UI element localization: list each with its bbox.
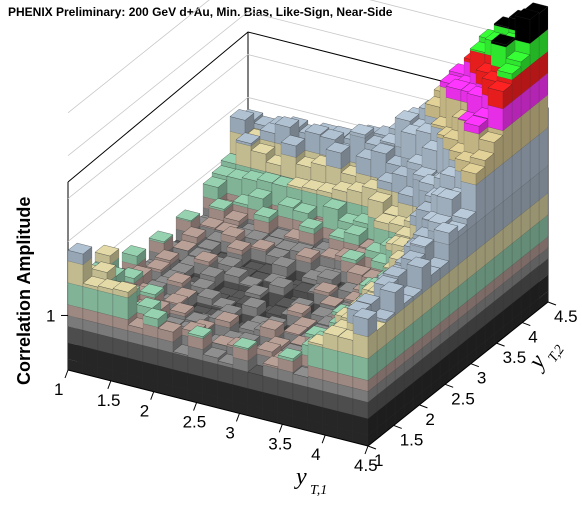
- lego-bar: [112, 281, 138, 386]
- y-tick-label: 3.5: [503, 348, 527, 367]
- x-tick-mark: [193, 402, 198, 411]
- y-tick-label: 1: [374, 451, 383, 470]
- y-tick-mark: [496, 342, 505, 347]
- x-tick-label: 4.5: [354, 456, 378, 475]
- y-tick-mark: [522, 322, 531, 327]
- x-tick-label: 3.5: [268, 434, 292, 453]
- x-tick-label: 1: [54, 380, 63, 399]
- x-tick-mark: [150, 391, 155, 400]
- x-axis-label-main: y: [294, 464, 307, 490]
- x-tick-mark: [235, 413, 240, 422]
- x-axis-label: y T,1: [294, 464, 327, 498]
- grid-line: [67, 0, 549, 114]
- x-tick-mark: [364, 445, 369, 455]
- y-tick-mark: [470, 363, 480, 368]
- y-tick-mark: [367, 445, 377, 450]
- z-tick-label: 1: [46, 306, 55, 325]
- y-tick-mark: [419, 404, 428, 409]
- x-tick-label: 1.5: [97, 391, 121, 410]
- x-tick-mark: [107, 380, 112, 390]
- y-tick-label: 4: [528, 328, 537, 347]
- y-tick-mark: [444, 383, 454, 388]
- lego-bar: [67, 242, 93, 374]
- z-axis-label: Correlation Amplitude: [14, 197, 34, 385]
- frame-front: [67, 301, 549, 447]
- chart-title: PHENIX Preliminary: 200 GeV d+Au, Min. B…: [8, 5, 393, 19]
- x-tick-mark: [321, 434, 326, 444]
- y-axis-label-sub: T,2: [546, 343, 568, 366]
- y-tick-label: 2: [425, 410, 434, 429]
- x-tick-label: 2.5: [183, 413, 207, 432]
- grid-line: [67, 11, 549, 157]
- x-axis-label-sub: T,1: [310, 483, 327, 498]
- lego-bars: [67, 2, 549, 447]
- x-tick-mark: [278, 424, 283, 433]
- x-tick-label: 2: [140, 402, 149, 421]
- x-tick-label: 3: [225, 423, 234, 442]
- axis-ticks: 11.522.533.544.511.522.533.544.51: [46, 301, 578, 475]
- y-tick-label: 2.5: [451, 389, 475, 408]
- y-tick-mark: [393, 424, 402, 429]
- lego-bar: [157, 320, 183, 397]
- y-tick-label: 1.5: [400, 430, 424, 449]
- y-tick-mark: [547, 301, 557, 306]
- x-tick-mark: [64, 369, 69, 379]
- y-tick-label: 3: [477, 369, 486, 388]
- lego-bar: [352, 308, 378, 447]
- y-tick-label: 4.5: [554, 307, 578, 326]
- x-tick-label: 4: [311, 445, 320, 464]
